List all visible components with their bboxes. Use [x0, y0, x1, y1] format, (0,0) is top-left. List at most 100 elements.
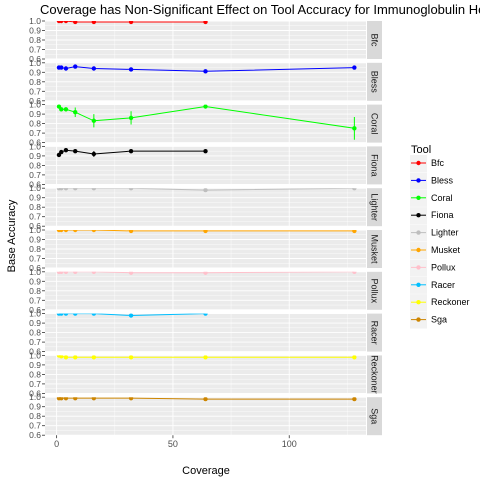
data-point	[59, 21, 64, 24]
legend-item-musket: Musket	[410, 242, 461, 259]
y-tick-label: 0.7	[29, 45, 41, 55]
facet-strip	[367, 62, 382, 101]
data-point	[73, 271, 78, 274]
data-point	[352, 188, 357, 191]
legend-label: Bless	[431, 175, 454, 185]
series-line	[59, 188, 355, 191]
y-tick-label: 0.8	[29, 202, 41, 212]
series-line	[59, 271, 355, 274]
y-tick-label: 1.0	[29, 183, 41, 193]
data-point	[128, 271, 134, 275]
legend-item-bfc: Bfc	[410, 155, 445, 172]
data-point	[91, 271, 97, 274]
y-tick-label: 0.7	[29, 170, 41, 180]
y-tick-label: 0.9	[29, 193, 41, 203]
data-point	[128, 313, 134, 318]
series-marks	[56, 355, 357, 360]
data-point	[63, 188, 69, 191]
y-tick-label: 0.7	[29, 379, 41, 389]
facet-strip-label: Reckoner	[370, 355, 380, 394]
series-marks	[56, 188, 357, 193]
data-point	[73, 188, 78, 191]
y-tick-label: 0.6	[29, 221, 41, 231]
facet-strip-label: Coral	[370, 113, 380, 135]
data-point	[59, 65, 64, 70]
facet-panel-pollux: 0.60.70.80.91.0 Pollux	[29, 267, 382, 315]
data-point	[59, 149, 64, 155]
y-tick-label: 0.9	[29, 67, 41, 77]
facet-strip-label: Racer	[370, 321, 380, 345]
data-point	[352, 355, 357, 360]
legend-item-coral: Coral	[410, 189, 453, 207]
series-marks	[56, 104, 357, 140]
facet-strip	[367, 230, 382, 268]
data-point	[73, 230, 78, 233]
x-tick-label: 50	[168, 439, 178, 449]
y-tick-label: 0.8	[29, 77, 41, 87]
x-tick-label: 100	[282, 439, 297, 449]
series-marks	[56, 230, 357, 234]
y-tick-label: 0.7	[29, 295, 41, 305]
data-point	[128, 21, 134, 25]
y-tick-label: 1.0	[29, 309, 41, 319]
y-tick-label: 0.9	[29, 360, 41, 370]
data-point	[203, 397, 208, 402]
data-point	[352, 65, 357, 70]
y-tick-label: 0.6	[29, 96, 41, 106]
data-point	[128, 397, 134, 401]
facet-strip	[367, 146, 382, 185]
data-point	[91, 118, 97, 123]
legend-key-point	[416, 195, 421, 200]
legend-item-racer: Racer	[410, 276, 455, 294]
series-marks	[56, 21, 208, 25]
y-tick-label: 1.0	[29, 350, 41, 360]
y-tick-label: 0.8	[29, 286, 41, 296]
y-tick-label: 0.8	[29, 35, 41, 45]
chart-title: Coverage has Non-Significant Effect on T…	[40, 2, 480, 17]
legend-key-point	[416, 178, 421, 183]
facet-panel-musket: 0.60.70.80.91.0 Musket	[29, 225, 382, 273]
facet-strip-label: Musket	[370, 234, 380, 264]
data-point	[352, 397, 357, 402]
y-tick-label: 1.0	[29, 141, 41, 151]
data-point	[59, 230, 64, 233]
legend-label: Fiona	[431, 210, 454, 220]
x-axis: 0 50 100	[54, 435, 297, 449]
facet-panel-bless: 0.60.70.80.91.0 Bless	[29, 58, 382, 106]
data-point	[73, 313, 78, 316]
data-point	[352, 271, 357, 274]
data-point	[203, 69, 208, 74]
facet-strip	[367, 271, 382, 310]
y-tick-label: 0.9	[29, 26, 41, 36]
y-tick-label: 0.7	[29, 421, 41, 431]
y-tick-label: 0.6	[29, 54, 41, 64]
data-point	[91, 21, 97, 25]
y-axis-title: Base Accuracy	[6, 199, 18, 272]
legend-label: Reckoner	[431, 297, 470, 307]
data-point	[59, 188, 64, 191]
legend-label: Pollux	[431, 262, 456, 272]
data-point	[128, 67, 134, 72]
y-tick-label: 0.7	[29, 128, 41, 138]
facet-panel-sga: 0.60.70.80.91.0 Sga	[29, 392, 382, 440]
y-tick-label: 0.8	[29, 369, 41, 379]
legend-item-reckoner: Reckoner	[410, 294, 470, 312]
data-point	[128, 115, 134, 121]
legend-item-bless: Bless	[410, 172, 454, 190]
facet-strip	[367, 313, 382, 352]
data-point	[128, 148, 134, 154]
y-tick-label: 0.7	[29, 337, 41, 347]
facet-strip	[367, 188, 382, 227]
data-point	[203, 148, 208, 154]
data-point	[91, 397, 97, 401]
y-tick-label: 0.8	[29, 119, 41, 129]
y-tick-label: 0.9	[29, 276, 41, 286]
data-point	[128, 230, 134, 234]
facet-strip-label: Bfc	[370, 33, 380, 47]
y-tick-label: 0.6	[29, 179, 41, 189]
x-tick-label: 0	[54, 439, 59, 449]
data-point	[73, 64, 78, 69]
y-tick-label: 0.8	[29, 328, 41, 338]
